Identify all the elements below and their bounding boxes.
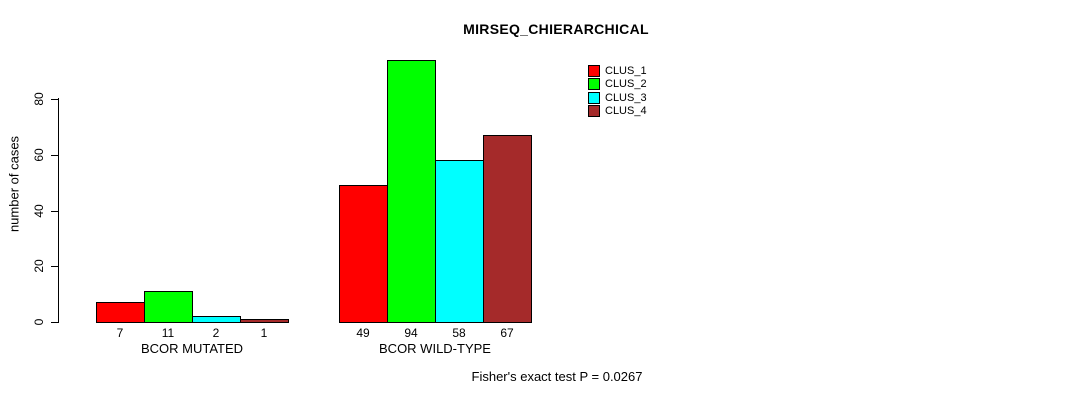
y-tick-mark bbox=[51, 211, 59, 212]
bar-CLUS_1 bbox=[339, 185, 388, 323]
legend-label: CLUS_1 bbox=[605, 65, 647, 77]
legend-label: CLUS_2 bbox=[605, 78, 647, 90]
y-axis-label: number of cases bbox=[6, 135, 22, 233]
legend-label: CLUS_4 bbox=[605, 105, 647, 117]
bar-value-label: 94 bbox=[404, 326, 418, 340]
y-tick-label: 40 bbox=[32, 204, 46, 218]
legend-item-CLUS_3: CLUS_3 bbox=[588, 92, 647, 104]
bar-CLUS_3 bbox=[192, 316, 241, 323]
bar-value-label: 1 bbox=[260, 326, 268, 340]
bar-CLUS_4 bbox=[483, 135, 532, 323]
bar-value-label: 49 bbox=[356, 326, 370, 340]
category-label: BCOR MUTATED bbox=[140, 341, 244, 356]
legend-swatch-icon bbox=[588, 65, 600, 77]
legend-item-CLUS_4: CLUS_4 bbox=[588, 105, 647, 117]
y-tick-label: 20 bbox=[32, 259, 46, 273]
y-tick-mark bbox=[51, 99, 59, 100]
legend-swatch-icon bbox=[588, 78, 600, 90]
bar-value-label: 2 bbox=[212, 326, 220, 340]
bar-CLUS_2 bbox=[387, 60, 436, 323]
legend-label: CLUS_3 bbox=[605, 92, 647, 104]
bar-value-label: 11 bbox=[161, 326, 175, 340]
y-axis-line bbox=[58, 98, 59, 323]
y-tick-label: 80 bbox=[32, 92, 46, 106]
y-tick-mark bbox=[51, 155, 59, 156]
stat-annotation: Fisher's exact test P = 0.0267 bbox=[471, 369, 643, 384]
chart-title: MIRSEQ_CHIERARCHICAL bbox=[463, 21, 649, 37]
bar-CLUS_3 bbox=[435, 160, 484, 323]
bar-CLUS_4 bbox=[240, 319, 289, 323]
y-tick-mark bbox=[51, 322, 59, 323]
y-tick-mark bbox=[51, 266, 59, 267]
legend-item-CLUS_1: CLUS_1 bbox=[588, 65, 647, 77]
y-tick-label: 0 bbox=[32, 318, 46, 326]
bar-value-label: 7 bbox=[116, 326, 124, 340]
y-tick-label: 60 bbox=[32, 148, 46, 162]
category-label: BCOR WILD-TYPE bbox=[379, 341, 491, 356]
bar-CLUS_1 bbox=[96, 302, 145, 323]
legend-swatch-icon bbox=[588, 105, 600, 117]
bar-CLUS_2 bbox=[144, 291, 193, 323]
legend-item-CLUS_2: CLUS_2 bbox=[588, 78, 647, 90]
bar-value-label: 67 bbox=[500, 326, 514, 340]
legend-swatch-icon bbox=[588, 92, 600, 104]
bar-value-label: 58 bbox=[452, 326, 466, 340]
